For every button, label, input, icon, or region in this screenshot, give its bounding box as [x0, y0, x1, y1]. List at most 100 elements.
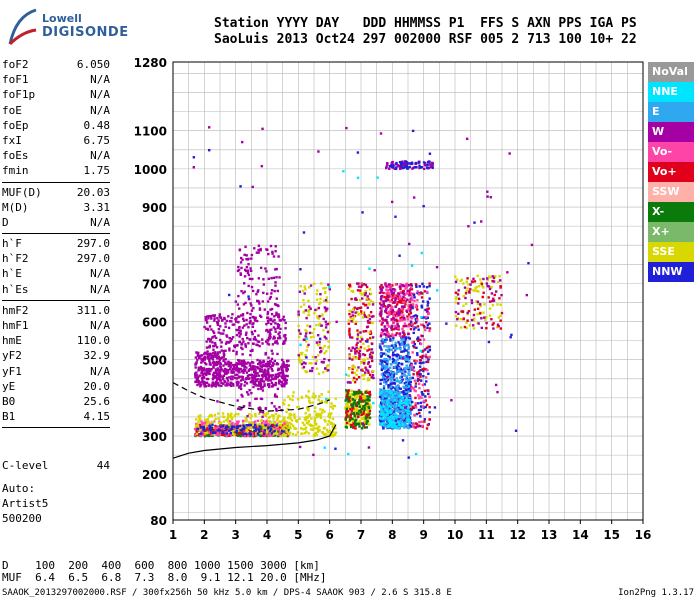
echo-point: [267, 376, 270, 379]
echo-point: [213, 314, 216, 317]
echo-point: [250, 285, 254, 289]
echo-point: [315, 323, 318, 327]
echo-point: [475, 300, 478, 303]
echo-point: [385, 382, 388, 386]
echo-point: [195, 432, 199, 436]
echo-point: [227, 341, 230, 344]
echo-point: [282, 427, 285, 430]
echo-point: [302, 298, 305, 302]
echo-point: [401, 316, 404, 320]
echo-point: [276, 368, 280, 372]
echo-point: [425, 166, 429, 169]
echo-point: [409, 399, 412, 403]
echo-point: [248, 316, 252, 320]
echo-point: [345, 407, 349, 411]
echo-point: [420, 361, 423, 365]
echo-point: [329, 405, 332, 409]
echo-point: [355, 356, 358, 360]
echo-point: [308, 305, 311, 308]
echo-point: [249, 302, 252, 305]
echo-point: [404, 385, 407, 389]
echo-point: [342, 170, 345, 173]
echo-point: [263, 425, 267, 429]
echo-point: [381, 413, 384, 417]
echo-point: [401, 311, 404, 314]
echo-point: [396, 408, 399, 411]
echo-point: [390, 414, 393, 418]
echo-point: [411, 303, 415, 306]
echo-point: [454, 275, 457, 278]
echo-point: [320, 411, 324, 414]
echo-point: [259, 434, 262, 437]
echo-point: [263, 308, 266, 311]
echo-point: [270, 357, 274, 361]
echo-point: [272, 337, 275, 340]
echo-point: [462, 304, 465, 308]
echo-point: [254, 413, 257, 416]
echo-point: [378, 343, 382, 346]
echo-point: [242, 340, 245, 343]
echo-point: [204, 316, 207, 319]
echo-point: [361, 417, 365, 420]
echo-point: [349, 395, 353, 398]
echo-point: [356, 337, 359, 341]
echo-point: [251, 379, 255, 382]
c-level-value: 44: [96, 459, 110, 472]
echo-point: [316, 289, 319, 292]
echo-point: [253, 377, 257, 380]
param-row: h`Es N/A: [2, 283, 110, 298]
echo-point: [245, 428, 248, 432]
echo-point: [283, 399, 286, 402]
echo-point: [207, 425, 210, 428]
echo-point: [455, 296, 458, 299]
echo-point: [308, 325, 312, 328]
echo-point: [274, 425, 278, 429]
param-name: h`E: [2, 267, 22, 281]
echo-point: [301, 289, 305, 293]
echo-point: [387, 333, 390, 336]
echo-point: [403, 373, 406, 376]
echo-point: [221, 377, 225, 381]
echo-point: [382, 367, 385, 370]
echo-point: [348, 312, 351, 316]
echo-point: [285, 364, 288, 367]
echo-point: [410, 284, 413, 288]
echo-point: [246, 430, 250, 434]
echo-point: [362, 412, 365, 416]
echo-point: [358, 419, 362, 423]
echo-point: [301, 362, 304, 366]
echo-point: [299, 362, 303, 365]
echo-point: [390, 392, 393, 395]
echo-point: [409, 419, 413, 422]
x-tick-label: 7: [357, 528, 365, 542]
echo-point: [312, 427, 315, 430]
x-tick-label: 16: [635, 528, 652, 542]
echo-point: [248, 322, 251, 325]
echo-point: [382, 376, 385, 379]
echo-point: [195, 374, 199, 377]
echo-point: [386, 376, 389, 379]
echo-point: [196, 353, 199, 356]
echo-point: [198, 423, 201, 427]
echo-point: [457, 302, 460, 305]
echo-point: [261, 374, 264, 377]
echo-point: [271, 424, 274, 428]
param-name: B1: [2, 410, 16, 424]
echo-point: [313, 418, 316, 421]
echo-point: [245, 366, 248, 369]
echo-point: [211, 341, 214, 344]
echo-point: [407, 390, 410, 393]
echo-point: [379, 390, 382, 393]
echo-point: [401, 372, 404, 375]
echo-point: [245, 331, 248, 334]
echo-point: [232, 349, 235, 353]
echo-point: [240, 289, 243, 293]
echo-point: [255, 319, 259, 323]
echo-point: [464, 296, 467, 300]
echo-point: [285, 379, 288, 382]
echo-point: [269, 374, 272, 377]
echo-point: [408, 397, 411, 400]
echo-point: [351, 412, 354, 415]
echo-point: [234, 344, 237, 347]
echo-point: [195, 427, 198, 431]
